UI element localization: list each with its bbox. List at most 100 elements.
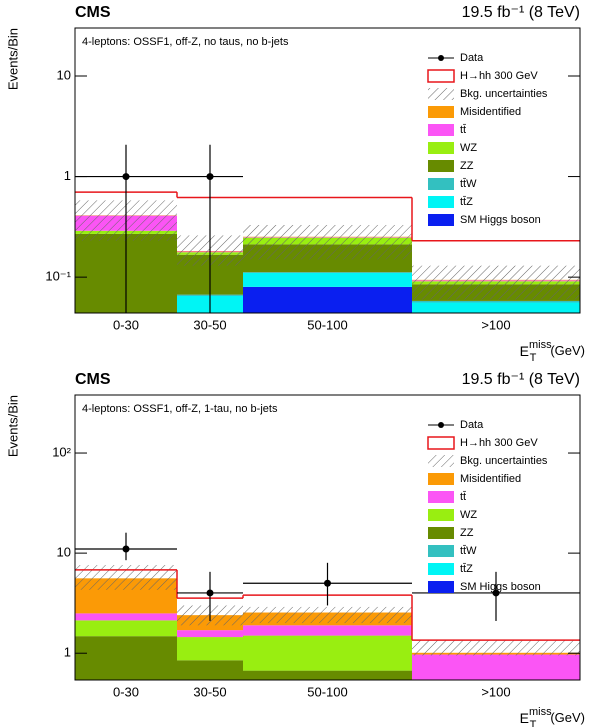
stack-segment — [243, 670, 412, 680]
legend-label: tt̄Z — [460, 563, 473, 575]
legend-marker — [428, 178, 454, 190]
y-tick-label: 1 — [64, 168, 71, 183]
legend-label: Misidentified — [460, 473, 521, 485]
x-tick-label: 30-50 — [193, 317, 226, 332]
stack-segment — [243, 272, 412, 287]
legend-marker — [438, 55, 444, 61]
legend-marker — [428, 142, 454, 154]
x-label-sup: miss — [529, 706, 552, 718]
x-label-sup: miss — [529, 339, 552, 351]
x-tick-label: 0-30 — [113, 317, 139, 332]
y-tick-label: 1 — [64, 645, 71, 660]
x-tick-label: 0-30 — [113, 684, 139, 699]
annotation: 4-leptons: OSSF1, off-Z, no taus, no b-j… — [82, 36, 289, 48]
legend-label: ZZ — [460, 160, 474, 172]
x-label-unit: (GeV) — [550, 343, 585, 358]
legend-label: ZZ — [460, 527, 474, 539]
legend-marker — [428, 491, 454, 503]
y-tick-label: 10⁻¹ — [45, 269, 71, 284]
legend-marker — [428, 455, 454, 467]
legend-label: H→hh 300 GeV — [460, 70, 538, 82]
stack-segment — [75, 613, 177, 621]
x-axis-label: Emiss T (GeV) — [520, 339, 585, 364]
stack-segment — [177, 660, 243, 680]
legend-label: tt̄Z — [460, 196, 473, 208]
x-tick-label: 50-100 — [307, 317, 347, 332]
legend-label: Data — [460, 52, 484, 64]
stack-segment — [243, 625, 412, 636]
stack-segment — [177, 637, 243, 661]
legend-label: Misidentified — [460, 106, 521, 118]
x-tick-label: >100 — [481, 317, 510, 332]
plot-frame — [74, 27, 581, 314]
x-tick-label: >100 — [481, 684, 510, 699]
uncertainty-band — [412, 640, 580, 656]
annotation: 4-leptons: OSSF1, off-Z, 1-tau, no b-jet… — [82, 403, 278, 415]
data-point — [492, 589, 500, 597]
x-label-symbol: E — [520, 343, 529, 359]
legend-marker — [438, 422, 444, 428]
legend-label: tt̄W — [460, 178, 477, 190]
stack-segment — [75, 620, 177, 637]
legend-label: tt̄ — [460, 491, 466, 503]
lumi-label: 19.5 fb⁻¹ (8 TeV) — [462, 371, 580, 388]
y-tick-label: 10 — [57, 67, 71, 82]
legend-label: Bkg. uncertainties — [460, 88, 548, 100]
chart-title: CMS — [75, 371, 111, 388]
legend-marker — [428, 88, 454, 100]
x-axis-label: Emiss T (GeV) — [520, 706, 585, 727]
data-point — [122, 545, 130, 553]
y-tick-label: 10 — [57, 545, 71, 560]
legend-label: WZ — [460, 509, 477, 521]
legend-label: tt̄W — [460, 545, 477, 557]
legend-marker — [428, 581, 454, 593]
x-label-symbol: E — [520, 710, 529, 726]
legend-marker — [428, 473, 454, 485]
data-point — [206, 173, 214, 181]
data-point — [324, 579, 331, 587]
lumi-label: 19.5 fb⁻¹ (8 TeV) — [462, 4, 580, 21]
y-tick-label: 10² — [52, 444, 71, 459]
legend-marker — [428, 214, 454, 226]
stack-segment — [412, 300, 580, 303]
stack-segment — [412, 654, 580, 680]
legend-label: SM Higgs boson — [460, 581, 541, 593]
legend-marker — [427, 436, 455, 450]
stack-segment — [243, 635, 412, 671]
y-axis-label: Events/Bin — [5, 395, 20, 457]
legend-marker — [428, 527, 454, 539]
legend-label: WZ — [460, 142, 477, 154]
x-label-unit: (GeV) — [550, 710, 585, 725]
x-label-sub: T — [530, 352, 537, 364]
data-point — [206, 589, 214, 597]
stack-segment — [177, 630, 243, 638]
chart-title: CMS — [75, 4, 111, 21]
uncertainty-band — [243, 224, 412, 260]
uncertainty-band — [243, 606, 412, 624]
x-tick-label: 50-100 — [307, 684, 347, 699]
legend-label: Data — [460, 419, 484, 431]
uncertainty-band — [75, 565, 177, 590]
legend-label: H→hh 300 GeV — [460, 437, 538, 449]
stack-segment — [412, 302, 580, 313]
plot-frame — [74, 394, 581, 681]
legend-marker — [428, 563, 454, 575]
data-point — [122, 173, 130, 181]
stack-segment — [243, 272, 412, 273]
y-axis-label: Events/Bin — [5, 28, 20, 90]
legend-label: tt̄ — [460, 124, 466, 136]
x-tick-label: 30-50 — [193, 684, 226, 699]
legend-marker — [428, 106, 454, 118]
uncertainty-band — [412, 265, 580, 300]
legend-marker — [428, 160, 454, 172]
legend-label: SM Higgs boson — [460, 214, 541, 226]
legend-marker — [428, 545, 454, 557]
legend-marker — [428, 509, 454, 521]
stack-segment — [75, 636, 177, 680]
x-label-sub: T — [530, 719, 537, 727]
stack-segment — [243, 286, 412, 313]
legend-marker — [428, 196, 454, 208]
legend-marker — [427, 69, 455, 83]
legend-marker — [428, 124, 454, 136]
